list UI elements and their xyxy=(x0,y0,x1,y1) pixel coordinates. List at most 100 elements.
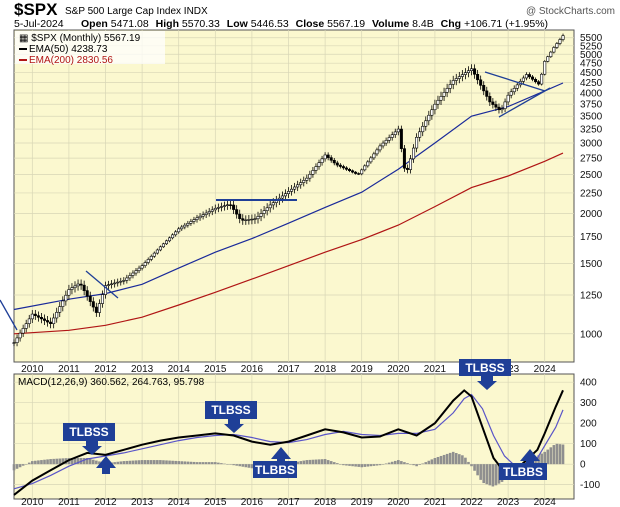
x-tick-label: 2018 xyxy=(314,497,337,507)
price-candle-body xyxy=(549,51,553,58)
macd-histogram-bar xyxy=(149,460,153,465)
price-candle-body xyxy=(201,214,205,217)
price-candle-body xyxy=(558,39,562,44)
price-candle-body xyxy=(360,169,364,175)
y-tick-label: 100 xyxy=(580,439,597,450)
price-candle-body xyxy=(299,182,303,186)
price-candle-body xyxy=(445,88,449,93)
price-candle-body xyxy=(198,215,202,219)
macd-histogram-bar xyxy=(381,464,385,465)
macd-histogram-bar xyxy=(168,460,171,465)
macd-histogram-bar xyxy=(424,462,428,465)
macd-histogram-bar xyxy=(479,464,482,480)
price-candle-body xyxy=(55,311,59,319)
macd-histogram-bar xyxy=(177,461,181,465)
price-candle-body xyxy=(137,267,141,271)
x-tick-label: 2015 xyxy=(204,497,227,507)
macd-histogram-bar xyxy=(37,460,40,465)
price-candle-body xyxy=(158,246,162,251)
macd-histogram-bar xyxy=(137,460,141,465)
macd-histogram-bar xyxy=(451,451,455,465)
macd-histogram-bar xyxy=(241,464,245,467)
macd-histogram-bar xyxy=(61,458,65,465)
macd-histogram-bar xyxy=(561,444,565,465)
callout-label: TLBSS xyxy=(211,403,250,417)
price-candle-body xyxy=(448,84,452,89)
y-tick-label: 300 xyxy=(580,398,597,409)
price-candle-body xyxy=(479,79,483,86)
macd-histogram-bar xyxy=(82,458,86,465)
callout-label: TLBBS xyxy=(255,463,295,477)
price-candle-body xyxy=(290,188,294,192)
price-candle-body xyxy=(232,204,236,210)
price-candle-body xyxy=(247,219,251,221)
price-candle-body xyxy=(18,332,22,339)
macd-histogram-bar xyxy=(12,464,16,471)
price-candle-body xyxy=(369,157,373,163)
price-candle-body xyxy=(43,318,47,321)
price-candle-body xyxy=(485,90,489,97)
macd-histogram-bar xyxy=(546,449,550,465)
y-tick-label: 3500 xyxy=(580,112,603,123)
macd-histogram-bar xyxy=(488,464,492,486)
price-candle-body xyxy=(296,184,300,188)
ticker-name: S&P 500 Large Cap Index INDX xyxy=(65,6,208,17)
price-candle-body xyxy=(73,285,77,289)
macd-histogram-bar xyxy=(320,459,324,465)
macd-histogram-bar xyxy=(464,457,467,465)
price-candle-body xyxy=(372,153,376,159)
arrow-down-icon xyxy=(82,441,102,455)
macd-histogram-group xyxy=(12,443,565,487)
price-candle-body xyxy=(12,342,16,344)
price-candle-body xyxy=(305,177,309,181)
x-tick-label: 2021 xyxy=(424,364,447,375)
macd-histogram-bar xyxy=(543,451,547,465)
price-candle-body xyxy=(155,249,159,254)
y-tick-label: 2250 xyxy=(580,188,603,199)
x-tick-label: 2013 xyxy=(131,364,154,375)
price-candle-body xyxy=(412,147,416,160)
macd-histogram-bar xyxy=(406,463,409,465)
macd-histogram-bar xyxy=(342,464,345,466)
macd-histogram-bar xyxy=(403,462,406,465)
price-candle-body xyxy=(70,287,74,290)
y-tick-label: 1250 xyxy=(580,291,603,302)
price-candle-body xyxy=(128,275,132,279)
macd-histogram-bar xyxy=(186,461,190,465)
macd-histogram-bar xyxy=(24,464,28,465)
price-candle-body xyxy=(165,240,169,245)
macd-histogram-bar xyxy=(336,463,339,465)
macd-histogram-bar xyxy=(445,453,449,465)
macd-histogram-bar xyxy=(153,460,156,465)
price-candle-body xyxy=(497,106,501,111)
price-candle-body xyxy=(113,282,117,285)
macd-histogram-bar xyxy=(348,464,351,466)
quote-summary: Open 5471.08 High 5570.33 Low 5446.53 Cl… xyxy=(81,18,548,30)
macd-histogram-bar xyxy=(192,461,196,465)
price-grid xyxy=(14,30,574,362)
macd-histogram-bar xyxy=(116,461,120,465)
price-candle-body xyxy=(125,277,129,281)
price-candle-body xyxy=(506,94,510,103)
watermark: @ StockCharts.com xyxy=(526,6,615,17)
price-candle-body xyxy=(512,88,516,93)
macd-histogram-bar xyxy=(491,464,495,487)
x-tick-label: 2010 xyxy=(21,497,44,507)
price-candle-body xyxy=(396,128,400,133)
price-candle-body xyxy=(409,158,413,170)
ema50-line-group xyxy=(13,82,564,311)
price-candle-body xyxy=(537,81,541,85)
price-candle-body xyxy=(515,84,519,89)
macd-histogram-bar xyxy=(134,460,138,465)
price-candle-body xyxy=(253,218,257,220)
price-candle-body xyxy=(421,125,425,133)
macd-histogram-bar xyxy=(393,460,397,465)
macd-histogram-bar xyxy=(46,459,49,465)
price-candle-body xyxy=(213,207,217,211)
macd-histogram-bar xyxy=(244,464,248,468)
macd-histogram-bar xyxy=(204,462,208,465)
trendline xyxy=(85,270,119,299)
price-candle-body xyxy=(58,306,62,313)
price-legend: ▦ $SPX (Monthly) 5567.19 EMA(50) 4238.73… xyxy=(15,31,165,66)
legend-ema200: EMA(200) 2830.56 xyxy=(29,55,113,66)
